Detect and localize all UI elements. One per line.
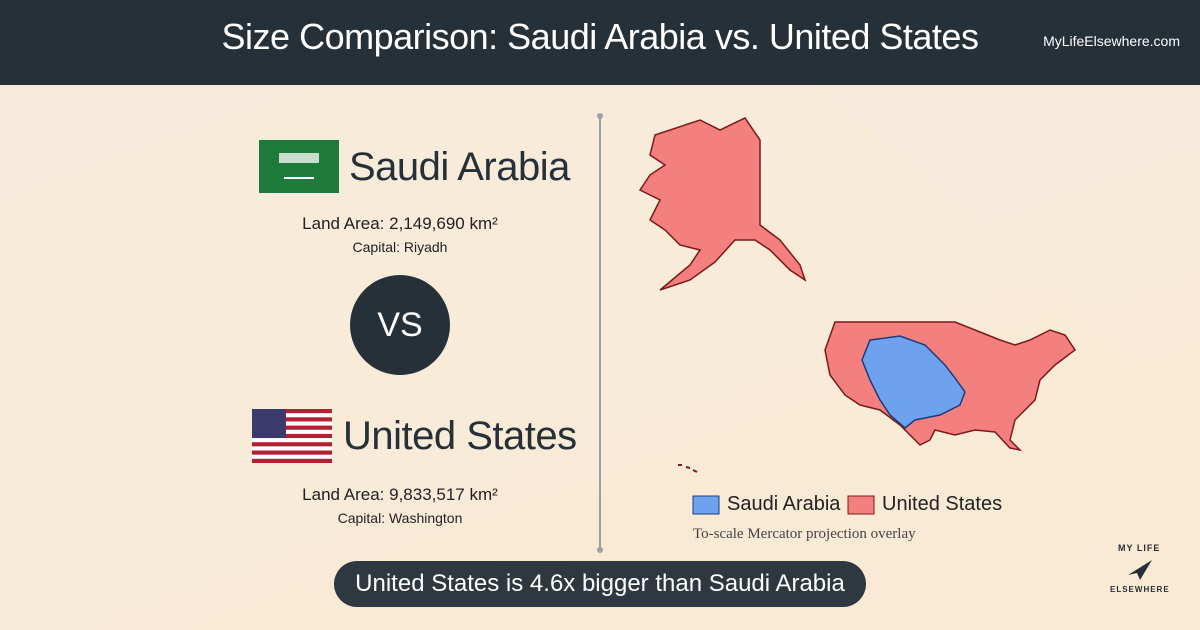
logo-plane [1128, 560, 1152, 580]
summary: United States is 4.6x bigger than Saudi … [334, 561, 866, 607]
legend-swatch [847, 495, 875, 515]
site: MyLifeElsewhere.com [1043, 33, 1180, 49]
alaska-shape [638, 117, 807, 291]
header [0, 0, 1200, 85]
saudi-shape [861, 335, 966, 429]
country-name: Saudi Arabia [349, 145, 570, 189]
legend-label: Saudi Arabia [727, 493, 841, 515]
hawaii-shape [678, 464, 698, 473]
divider-end [597, 113, 603, 119]
saudi-flag [259, 140, 339, 193]
vs-badge: VS [350, 275, 450, 375]
country-name: United States [343, 414, 577, 458]
logo-text: MY LIFE [1118, 543, 1161, 553]
map-note: To-scale Mercator projection overlay [693, 526, 916, 542]
capital: Capital: Riyadh [352, 239, 448, 255]
land-area: Land Area: 9,833,517 km² [302, 485, 498, 504]
land-area: Land Area: 2,149,690 km² [302, 214, 498, 233]
legend-label: United States [882, 493, 1003, 515]
legend-swatch [692, 495, 720, 515]
capital: Capital: Washington [337, 510, 463, 526]
us-flag [252, 409, 332, 463]
logo-text: ELSEWHERE [1110, 585, 1170, 594]
title: Size Comparison: Saudi Arabia vs. United… [221, 16, 979, 57]
divider-end [597, 547, 603, 553]
